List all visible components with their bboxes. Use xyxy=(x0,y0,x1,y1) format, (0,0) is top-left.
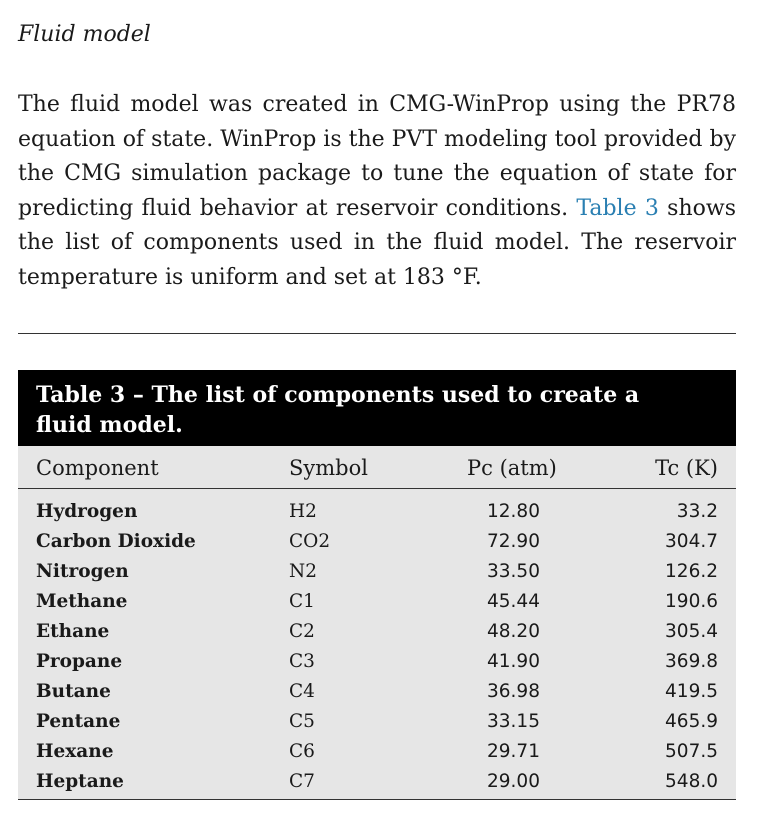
table-caption: Table 3 – The list of components used to… xyxy=(18,370,736,446)
cell-pc: 33.50 xyxy=(487,561,540,582)
table-row: Butane C4 36.98 419.5 xyxy=(18,675,736,705)
table-row: Heptane C7 29.00 548.0 xyxy=(18,765,736,795)
table-bottom-rule xyxy=(18,799,736,800)
cell-pc: 72.90 xyxy=(487,531,540,552)
cell-component: Hexane xyxy=(36,741,114,762)
cell-pc: 45.44 xyxy=(487,591,540,612)
paragraph-text-end: shows the list of components used in the… xyxy=(18,195,736,290)
cell-pc: 29.00 xyxy=(487,771,540,792)
cell-symbol: C3 xyxy=(289,651,315,672)
header-component: Component xyxy=(36,456,159,480)
cell-component: Carbon Dioxide xyxy=(36,531,196,552)
cell-tc: 548.0 xyxy=(665,771,718,792)
cell-symbol: CO2 xyxy=(289,531,331,552)
header-tc: Tc (K) xyxy=(655,456,718,480)
cell-tc: 507.5 xyxy=(665,741,718,762)
header-symbol: Symbol xyxy=(289,456,368,480)
table-row: Methane C1 45.44 190.6 xyxy=(18,585,736,615)
cell-symbol: C5 xyxy=(289,711,315,732)
cell-pc: 36.98 xyxy=(487,681,540,702)
cell-component: Nitrogen xyxy=(36,561,129,582)
cell-symbol: H2 xyxy=(289,501,317,522)
cell-component: Methane xyxy=(36,591,128,612)
cell-tc: 304.7 xyxy=(665,531,718,552)
table-row: Pentane C5 33.15 465.9 xyxy=(18,705,736,735)
cell-symbol: C1 xyxy=(289,591,315,612)
cell-tc: 190.6 xyxy=(665,591,718,612)
paragraph-text-start: The fluid model was created in CMG-WinPr… xyxy=(18,92,736,221)
cell-tc: 369.8 xyxy=(665,651,718,672)
table-row: Carbon Dioxide CO2 72.90 304.7 xyxy=(18,525,736,555)
cell-tc: 305.4 xyxy=(665,621,718,642)
cell-tc: 465.9 xyxy=(665,711,718,732)
header-pc: Pc (atm) xyxy=(467,456,557,480)
cell-pc: 29.71 xyxy=(487,741,540,762)
cell-symbol: C4 xyxy=(289,681,315,702)
cell-component: Ethane xyxy=(36,621,110,642)
cell-pc: 33.15 xyxy=(487,711,540,732)
cell-component: Butane xyxy=(36,681,111,702)
table-row: Hexane C6 29.71 507.5 xyxy=(18,735,736,765)
cell-component: Propane xyxy=(36,651,123,672)
cell-pc: 12.80 xyxy=(487,501,540,522)
body-paragraph: The fluid model was created in CMG-WinPr… xyxy=(18,88,736,296)
cell-symbol: C2 xyxy=(289,621,315,642)
cell-symbol: N2 xyxy=(289,561,317,582)
cell-tc: 419.5 xyxy=(665,681,718,702)
cell-symbol: C6 xyxy=(289,741,315,762)
cell-component: Pentane xyxy=(36,711,121,732)
cell-pc: 48.20 xyxy=(487,621,540,642)
table-reference-link[interactable]: Table 3 xyxy=(576,195,659,221)
cell-tc: 126.2 xyxy=(665,561,718,582)
table-body: Hydrogen H2 12.80 33.2 Carbon Dioxide CO… xyxy=(18,489,736,795)
table-row: Nitrogen N2 33.50 126.2 xyxy=(18,555,736,585)
table-row: Ethane C2 48.20 305.4 xyxy=(18,615,736,645)
table-row: Propane C3 41.90 369.8 xyxy=(18,645,736,675)
cell-pc: 41.90 xyxy=(487,651,540,672)
section-divider xyxy=(18,333,736,334)
section-heading: Fluid model xyxy=(18,22,151,47)
table-row: Hydrogen H2 12.80 33.2 xyxy=(18,495,736,525)
table-header-row: Component Symbol Pc (atm) Tc (K) xyxy=(18,446,736,489)
cell-component: Hydrogen xyxy=(36,501,138,522)
cell-symbol: C7 xyxy=(289,771,315,792)
cell-tc: 33.2 xyxy=(676,501,718,522)
components-table: Table 3 – The list of components used to… xyxy=(18,370,736,800)
cell-component: Heptane xyxy=(36,771,124,792)
